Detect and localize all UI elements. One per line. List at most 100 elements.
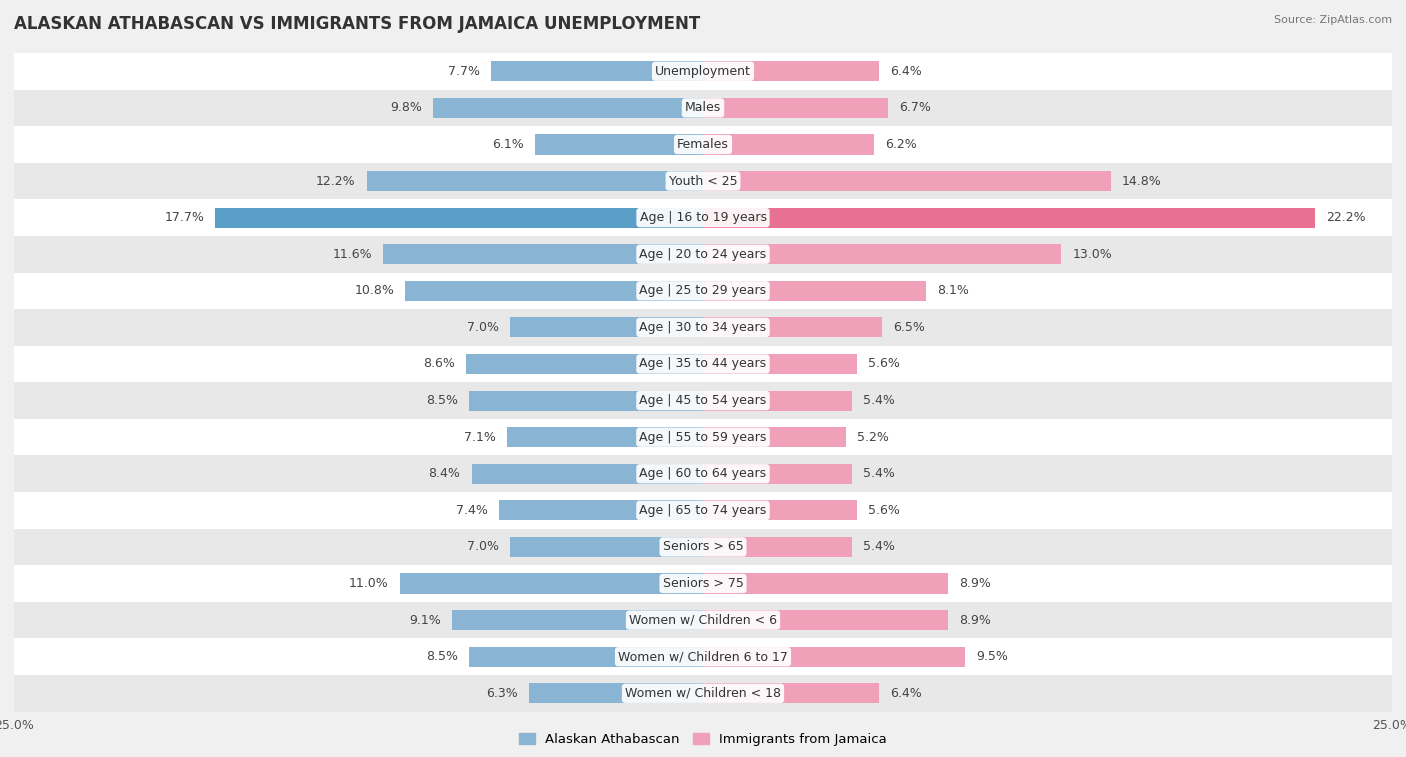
Bar bbox=[508, 427, 703, 447]
Text: 8.5%: 8.5% bbox=[426, 394, 458, 407]
Text: 7.4%: 7.4% bbox=[456, 504, 488, 517]
Bar bbox=[703, 207, 1315, 228]
Text: 6.4%: 6.4% bbox=[890, 687, 922, 699]
Bar bbox=[703, 464, 852, 484]
Text: Women w/ Children < 6: Women w/ Children < 6 bbox=[628, 614, 778, 627]
Bar bbox=[703, 98, 887, 118]
Text: ALASKAN ATHABASCAN VS IMMIGRANTS FROM JAMAICA UNEMPLOYMENT: ALASKAN ATHABASCAN VS IMMIGRANTS FROM JA… bbox=[14, 15, 700, 33]
Text: 14.8%: 14.8% bbox=[1122, 175, 1161, 188]
Bar bbox=[468, 646, 703, 667]
Text: 8.4%: 8.4% bbox=[429, 467, 461, 480]
Text: 6.1%: 6.1% bbox=[492, 138, 524, 151]
Text: Age | 45 to 54 years: Age | 45 to 54 years bbox=[640, 394, 766, 407]
Bar bbox=[14, 638, 1392, 675]
Text: 6.7%: 6.7% bbox=[898, 101, 931, 114]
Text: 6.5%: 6.5% bbox=[893, 321, 925, 334]
Bar bbox=[703, 135, 875, 154]
Bar bbox=[534, 135, 703, 154]
Bar bbox=[14, 126, 1392, 163]
Bar bbox=[14, 675, 1392, 712]
Bar bbox=[14, 602, 1392, 638]
Text: 5.4%: 5.4% bbox=[863, 540, 894, 553]
Bar bbox=[14, 382, 1392, 419]
Text: Seniors > 75: Seniors > 75 bbox=[662, 577, 744, 590]
Text: Youth < 25: Youth < 25 bbox=[669, 175, 737, 188]
Bar bbox=[491, 61, 703, 81]
Text: Women w/ Children 6 to 17: Women w/ Children 6 to 17 bbox=[619, 650, 787, 663]
Bar bbox=[14, 456, 1392, 492]
Text: 5.6%: 5.6% bbox=[869, 504, 900, 517]
Text: 8.1%: 8.1% bbox=[938, 285, 969, 298]
Bar bbox=[703, 317, 882, 338]
Bar bbox=[14, 236, 1392, 273]
Bar bbox=[703, 391, 852, 410]
Bar bbox=[703, 610, 948, 630]
Text: 9.8%: 9.8% bbox=[389, 101, 422, 114]
Text: 6.3%: 6.3% bbox=[486, 687, 519, 699]
Bar bbox=[510, 317, 703, 338]
Text: 8.9%: 8.9% bbox=[959, 614, 991, 627]
Bar bbox=[703, 281, 927, 301]
Text: Age | 16 to 19 years: Age | 16 to 19 years bbox=[640, 211, 766, 224]
Bar bbox=[468, 391, 703, 410]
Bar bbox=[499, 500, 703, 520]
Bar bbox=[14, 492, 1392, 528]
Text: Age | 55 to 59 years: Age | 55 to 59 years bbox=[640, 431, 766, 444]
Bar bbox=[14, 309, 1392, 346]
Bar bbox=[14, 199, 1392, 236]
Bar bbox=[14, 565, 1392, 602]
Bar bbox=[703, 61, 879, 81]
Text: Unemployment: Unemployment bbox=[655, 65, 751, 78]
Legend: Alaskan Athabascan, Immigrants from Jamaica: Alaskan Athabascan, Immigrants from Jama… bbox=[513, 727, 893, 751]
Text: 10.8%: 10.8% bbox=[354, 285, 394, 298]
Text: Males: Males bbox=[685, 101, 721, 114]
Text: 7.0%: 7.0% bbox=[467, 321, 499, 334]
Bar bbox=[471, 464, 703, 484]
Bar bbox=[703, 500, 858, 520]
Bar bbox=[703, 245, 1062, 264]
Bar bbox=[465, 354, 703, 374]
Bar bbox=[703, 171, 1111, 191]
Bar bbox=[703, 427, 846, 447]
Text: 7.1%: 7.1% bbox=[464, 431, 496, 444]
Bar bbox=[14, 273, 1392, 309]
Text: 9.1%: 9.1% bbox=[409, 614, 441, 627]
Text: 12.2%: 12.2% bbox=[316, 175, 356, 188]
Bar bbox=[703, 537, 852, 557]
Text: 7.0%: 7.0% bbox=[467, 540, 499, 553]
Text: 11.0%: 11.0% bbox=[349, 577, 389, 590]
Text: Age | 25 to 29 years: Age | 25 to 29 years bbox=[640, 285, 766, 298]
Text: 6.4%: 6.4% bbox=[890, 65, 922, 78]
Bar bbox=[14, 163, 1392, 199]
Text: Women w/ Children < 18: Women w/ Children < 18 bbox=[626, 687, 780, 699]
Text: 5.4%: 5.4% bbox=[863, 394, 894, 407]
Text: 8.6%: 8.6% bbox=[423, 357, 456, 370]
Bar bbox=[530, 684, 703, 703]
Text: 6.2%: 6.2% bbox=[884, 138, 917, 151]
Text: 17.7%: 17.7% bbox=[165, 211, 204, 224]
Bar bbox=[367, 171, 703, 191]
Bar bbox=[510, 537, 703, 557]
Bar bbox=[399, 574, 703, 593]
Text: Seniors > 65: Seniors > 65 bbox=[662, 540, 744, 553]
Text: Source: ZipAtlas.com: Source: ZipAtlas.com bbox=[1274, 15, 1392, 25]
Bar bbox=[703, 354, 858, 374]
Text: 22.2%: 22.2% bbox=[1326, 211, 1365, 224]
Bar bbox=[14, 53, 1392, 89]
Bar bbox=[405, 281, 703, 301]
Bar bbox=[215, 207, 703, 228]
Bar bbox=[14, 89, 1392, 126]
Text: Age | 65 to 74 years: Age | 65 to 74 years bbox=[640, 504, 766, 517]
Text: 8.9%: 8.9% bbox=[959, 577, 991, 590]
Text: 9.5%: 9.5% bbox=[976, 650, 1008, 663]
Text: Age | 30 to 34 years: Age | 30 to 34 years bbox=[640, 321, 766, 334]
Bar bbox=[14, 346, 1392, 382]
Text: 7.7%: 7.7% bbox=[447, 65, 479, 78]
Bar bbox=[433, 98, 703, 118]
Text: 5.4%: 5.4% bbox=[863, 467, 894, 480]
Text: 5.2%: 5.2% bbox=[858, 431, 889, 444]
Text: 5.6%: 5.6% bbox=[869, 357, 900, 370]
Bar bbox=[14, 419, 1392, 456]
Bar bbox=[703, 684, 879, 703]
Text: Females: Females bbox=[678, 138, 728, 151]
